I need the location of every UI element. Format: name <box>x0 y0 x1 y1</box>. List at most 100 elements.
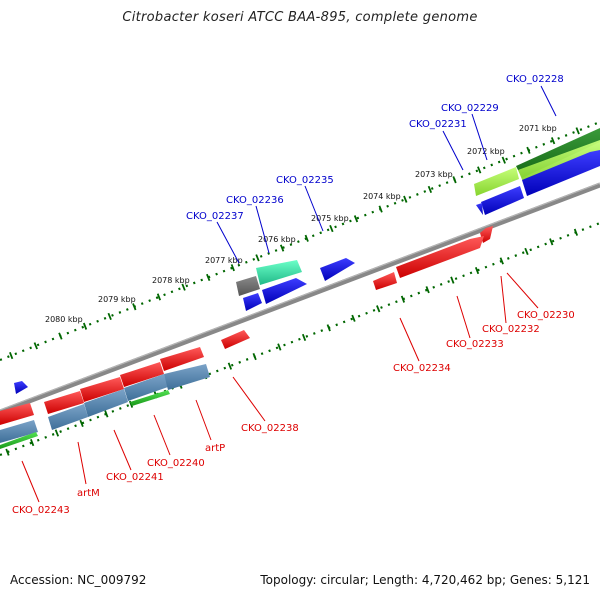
label-cko-02229[interactable]: CKO_02229 <box>441 103 499 114</box>
kbp-label: 2079 kbp <box>98 295 136 304</box>
kbp-label: 2080 kbp <box>45 315 83 324</box>
ruler-major-tick <box>524 247 529 256</box>
gene-small-forward[interactable] <box>476 203 483 215</box>
ruler-major-tick <box>474 266 480 275</box>
label-cko-02241[interactable]: CKO_02241 <box>106 472 164 483</box>
ruler-major-tick <box>499 257 504 265</box>
ruler-major-tick <box>378 205 383 213</box>
ruler-major-tick <box>353 215 359 223</box>
label-cko-02243[interactable]: CKO_02243 <box>12 505 70 516</box>
gene-cko-02240-steel[interactable] <box>124 374 168 401</box>
outer-major-ticks <box>9 127 580 360</box>
ruler-major-tick <box>255 254 260 262</box>
label-cko-02231[interactable]: CKO_02231 <box>409 119 467 130</box>
label-cko-02238[interactable]: CKO_02238 <box>241 423 299 434</box>
ruler-major-tick <box>326 324 331 332</box>
ruler-major-tick <box>549 238 554 246</box>
map-title: Citrobacter koseri ATCC BAA-895, complet… <box>122 10 478 25</box>
inner-ruler-line <box>0 221 600 457</box>
leader-cko-02236 <box>255 205 270 254</box>
gene-cko-02243[interactable] <box>0 403 34 425</box>
label-cko-02240[interactable]: CKO_02240 <box>147 458 205 469</box>
leader-cko-02231 <box>442 130 464 171</box>
gene-small-left[interactable] <box>14 381 28 394</box>
leader-cko-02229 <box>471 113 488 161</box>
gene-cko-02230[interactable] <box>480 226 493 243</box>
ruler-major-tick <box>425 286 430 294</box>
kbp-label: 2072 kbp <box>467 147 505 156</box>
gene-cko-02237[interactable] <box>243 293 262 311</box>
kbp-label: 2074 kbp <box>363 192 401 201</box>
gene-cko-02243-steel[interactable] <box>0 420 38 443</box>
ruler-major-tick <box>329 224 334 233</box>
gene-cko-02241[interactable] <box>80 377 124 402</box>
label-cko-02233[interactable]: CKO_02233 <box>446 339 504 350</box>
leader-cko-02241 <box>113 429 132 471</box>
kbp-label: 2076 kbp <box>258 235 296 244</box>
label-cko-02235[interactable]: CKO_02235 <box>276 175 334 186</box>
leader-cko-02234 <box>399 317 420 362</box>
label-cko-02237[interactable]: CKO_02237 <box>186 211 244 222</box>
leader-cko-02237 <box>216 221 240 264</box>
gene-cko-02228-lime[interactable] <box>518 140 600 182</box>
gene-cko-02236-teal[interactable] <box>256 260 302 285</box>
ruler-major-tick <box>501 156 506 164</box>
ruler-major-tick <box>132 303 137 311</box>
gene-artm-steel[interactable] <box>48 404 88 430</box>
kbp-label: 2077 kbp <box>205 256 243 265</box>
gene-cko-02240[interactable] <box>120 362 164 387</box>
genome-backbone-highlight <box>0 182 600 411</box>
gene-cko-02233[interactable] <box>373 272 397 290</box>
gene-cko-02232[interactable] <box>396 236 484 278</box>
leader-cko-02235 <box>304 185 324 232</box>
ruler-major-tick <box>376 305 381 313</box>
label-cko-02236[interactable]: CKO_02236 <box>226 195 284 206</box>
leader-cko-02232 <box>500 275 507 324</box>
ruler-major-tick <box>107 312 112 321</box>
ruler-major-tick <box>477 166 482 174</box>
ruler-major-tick <box>452 176 457 184</box>
kbp-label: 2073 kbp <box>415 170 453 179</box>
label-cko-02228[interactable]: CKO_02228 <box>506 74 564 85</box>
ruler-major-tick <box>206 273 211 282</box>
ruler-major-tick <box>33 342 38 350</box>
ruler-major-tick <box>79 419 84 428</box>
gene-cko-02235[interactable] <box>320 258 355 281</box>
leader-artm <box>77 441 87 485</box>
ruler-major-tick <box>573 228 579 236</box>
label-artm[interactable]: artM <box>77 488 100 499</box>
ruler-major-tick <box>58 332 63 340</box>
kbp-label: 2075 kbp <box>311 214 349 223</box>
ruler-major-tick <box>301 333 307 342</box>
label-cko-02230[interactable]: CKO_02230 <box>517 310 575 321</box>
gene-cko-02231[interactable] <box>522 150 600 196</box>
ruler-major-tick <box>403 195 408 203</box>
gene-cko-02238[interactable] <box>221 330 250 349</box>
leader-cko-02233 <box>456 295 471 339</box>
ruler-major-tick <box>575 127 580 135</box>
gene-artp[interactable] <box>160 347 204 371</box>
leader-cko-02240 <box>153 414 171 456</box>
ruler-major-tick <box>351 314 356 322</box>
gene-cko-02241-green[interactable] <box>130 390 170 406</box>
label-artp[interactable]: artP <box>205 443 225 454</box>
gene-cko-02229[interactable] <box>474 167 519 196</box>
gene-cko-02243-green[interactable] <box>0 432 38 449</box>
ruler-major-tick <box>54 429 60 437</box>
accession-text: Accession: NC_009792 <box>10 573 147 587</box>
gene-cko-02241-steel[interactable] <box>84 389 128 417</box>
label-cko-02234[interactable]: CKO_02234 <box>393 363 451 374</box>
label-cko-02232[interactable]: CKO_02232 <box>482 324 540 335</box>
topology-text: Topology: circular; Length: 4,720,462 bp… <box>260 573 590 587</box>
gene-artm[interactable] <box>44 391 84 414</box>
ruler-major-tick <box>156 293 162 301</box>
ruler-major-tick <box>277 343 282 351</box>
gene-artp-steel[interactable] <box>164 364 210 390</box>
gene-cko-02236[interactable] <box>262 278 307 304</box>
ruler-major-tick <box>400 295 406 303</box>
ruler-major-tick <box>526 146 531 154</box>
kbp-label: 2071 kbp <box>519 124 557 133</box>
gene-cko-02231b[interactable] <box>481 186 524 215</box>
leader-cko-02230 <box>506 272 539 309</box>
gene-cko-02236-gray[interactable] <box>236 276 260 296</box>
